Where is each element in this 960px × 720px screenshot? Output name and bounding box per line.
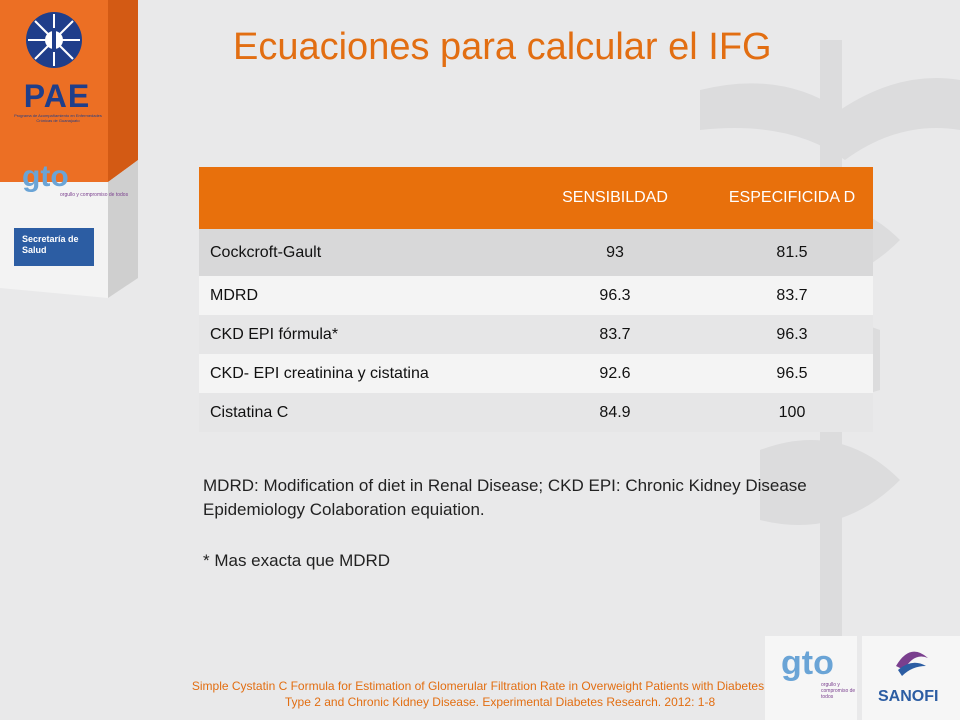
table-row: Cockcroft-Gault 93 81.5 (199, 229, 873, 276)
gto-footer-wordmark: gto (781, 644, 834, 682)
left-banner: PAE Programa de Acompañamiento en Enferm… (0, 0, 138, 300)
pae-emblem-icon (26, 12, 82, 68)
table-header-cell: ESPECIFICIDA D (711, 167, 873, 229)
slide-title: Ecuaciones para calcular el IFG (233, 26, 772, 68)
table-cell: 83.7 (519, 315, 711, 354)
table-cell: 81.5 (711, 229, 873, 276)
sanofi-logo: SANOFI (862, 636, 960, 720)
table-cell: 96.3 (711, 315, 873, 354)
ifg-equations-table: SENSIBILDAD ESPECIFICIDA D Cockcroft-Gau… (199, 167, 873, 432)
table-cell: 100 (711, 393, 873, 432)
gto-logo: gto (22, 160, 69, 193)
secretaria-salud-badge: Secretaría de Salud (14, 228, 94, 266)
gto-tagline: orgullo y compromiso de todos (60, 192, 129, 198)
table-cell: 96.3 (519, 276, 711, 315)
table-cell: 93 (519, 229, 711, 276)
sanofi-wordmark: SANOFI (878, 688, 939, 705)
sanofi-bird-icon (896, 651, 928, 676)
gto-footer-tagline: orgullo y compromiso de todos (821, 682, 856, 700)
table-cell: CKD- EPI creatinina y cistatina (199, 354, 519, 393)
table-row: CKD- EPI creatinina y cistatina 92.6 96.… (199, 354, 873, 393)
pae-subtitle: Programa de Acompañamiento en Enfermedad… (14, 113, 102, 123)
table-cell: 83.7 (711, 276, 873, 315)
gto-footer-logo: gto orgullo y compromiso de todos (765, 636, 857, 720)
reference-citation: Simple Cystatin C Formula for Estimation… (191, 679, 809, 709)
table-cell: Cistatina C (199, 393, 519, 432)
pae-logo: PAE (23, 78, 91, 114)
table-row: CKD EPI fórmula* 83.7 96.3 (199, 315, 873, 354)
table-cell: 84.9 (519, 393, 711, 432)
table-header-row: SENSIBILDAD ESPECIFICIDA D (199, 167, 873, 229)
table-header-cell: SENSIBILDAD (519, 167, 711, 229)
table-cell: 92.6 (519, 354, 711, 393)
table-header-cell (199, 167, 519, 229)
table-row: MDRD 96.3 83.7 (199, 276, 873, 315)
footnote-star: * Mas exacta que MDRD (203, 551, 391, 570)
table-row: Cistatina C 84.9 100 (199, 393, 873, 432)
table-cell: Cockcroft-Gault (199, 229, 519, 276)
abbreviations-note: MDRD: Modification of diet in Renal Dise… (203, 476, 807, 519)
table-cell: MDRD (199, 276, 519, 315)
table-cell: 96.5 (711, 354, 873, 393)
table-cell: CKD EPI fórmula* (199, 315, 519, 354)
